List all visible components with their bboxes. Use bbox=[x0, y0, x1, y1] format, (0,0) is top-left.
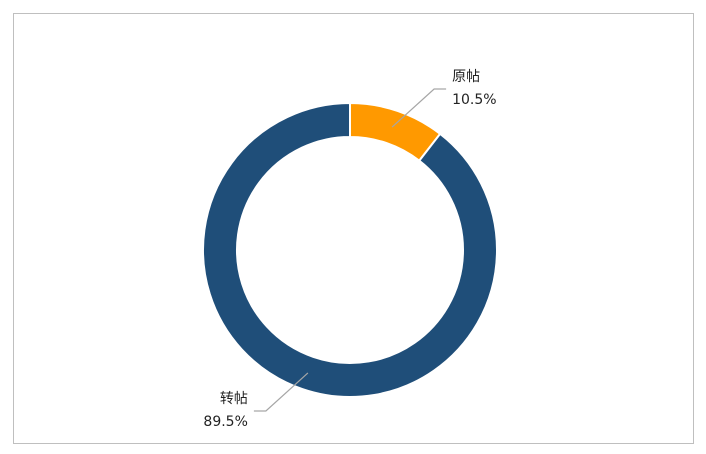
category-label: 转帖 bbox=[220, 391, 248, 407]
value-label: 89.5% bbox=[203, 414, 247, 430]
leader-line bbox=[253, 372, 309, 412]
leader-line bbox=[391, 88, 447, 128]
donut-segment bbox=[202, 101, 498, 398]
value-label: 10.5% bbox=[452, 92, 496, 108]
category-label: 原帖 bbox=[452, 69, 480, 85]
